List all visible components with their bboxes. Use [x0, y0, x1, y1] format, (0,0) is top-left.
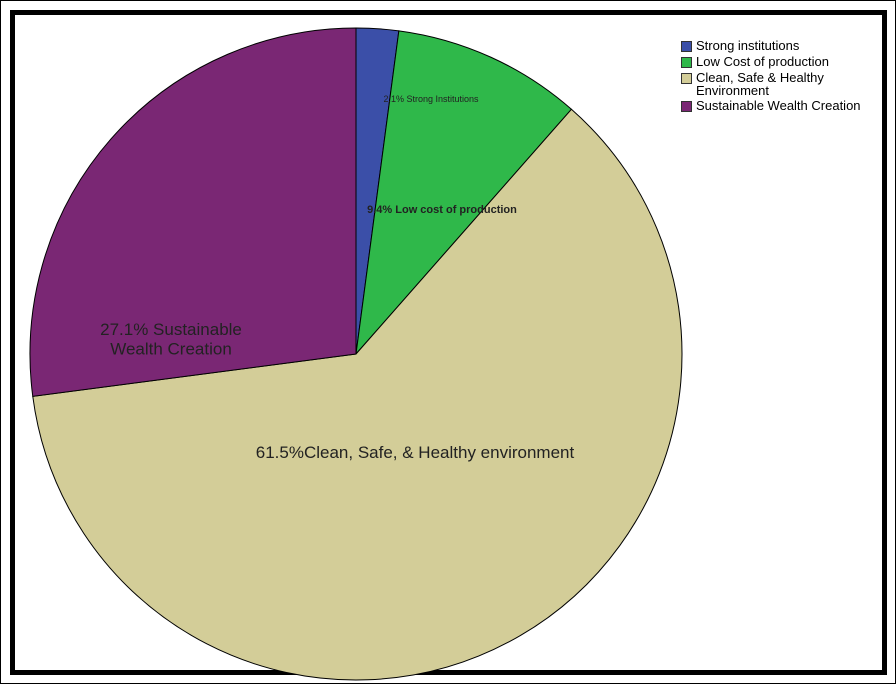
legend-swatch: [681, 57, 692, 68]
slice-data-label-3: 61.5%Clean, Safe, & Healthy environment: [256, 443, 575, 462]
legend-swatch: [681, 73, 692, 84]
pie-slice-3: [32, 108, 683, 681]
legend-label: Strong institutions: [696, 38, 800, 53]
slice-data-label-4: 27.1% Sustainable Wealth Creation: [100, 320, 242, 359]
legend-swatch: [681, 41, 692, 52]
slice-data-label-2: 9.4% Low cost of production: [367, 204, 517, 216]
slice-data-label-1: 2.1% Strong Institutions: [383, 94, 479, 104]
chart-border: [10, 10, 887, 675]
legend-swatch: [681, 101, 692, 112]
pie-slice-4: [29, 27, 357, 397]
legend-label: Sustainable Wealth Creation: [696, 98, 861, 113]
legend-label: Clean, Safe & Healthy Environment: [696, 70, 824, 98]
legend-label: Low Cost of production: [696, 54, 829, 69]
pie-slice-2: [355, 30, 573, 356]
